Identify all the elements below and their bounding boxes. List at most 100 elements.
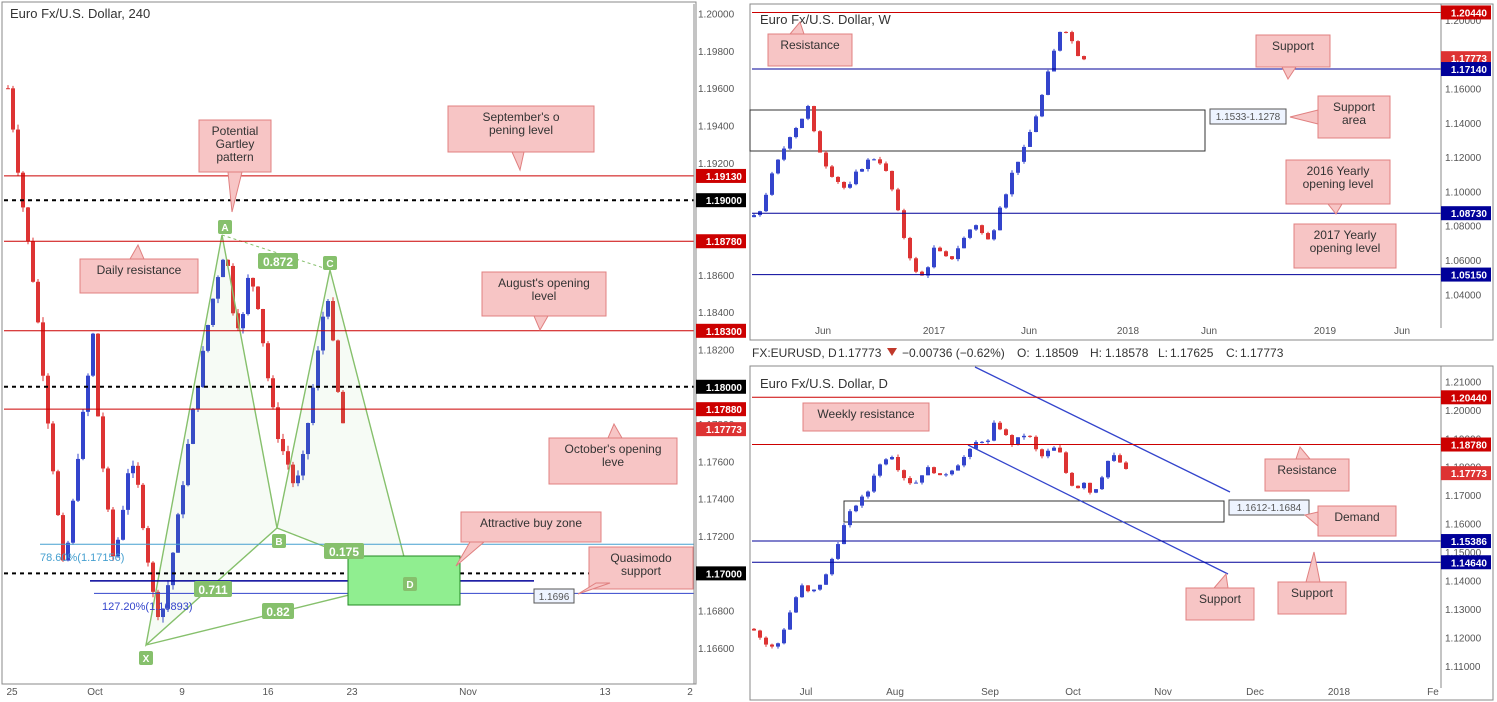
callout-buy-pointer <box>455 541 486 567</box>
panel-daily-levels <box>752 396 1441 563</box>
candle-body <box>830 166 834 177</box>
candle-body <box>1076 41 1080 57</box>
harmonic-ratio-bg <box>324 543 364 559</box>
panel-daily-candles <box>752 420 1128 649</box>
candle-body <box>1082 482 1086 489</box>
candle-body <box>812 106 816 132</box>
callout-sept-open-bubble <box>447 105 595 153</box>
candle-body <box>211 298 215 325</box>
candle-body <box>998 207 1002 231</box>
callout-w-2016-pointer <box>1326 203 1343 215</box>
candle-body <box>256 286 260 310</box>
x-tick-label: 13 <box>599 687 611 698</box>
candle-body <box>1034 116 1038 133</box>
y-tick-label: 1.18600 <box>698 271 735 282</box>
candle-body <box>986 440 990 442</box>
callout-w-area: Support area <box>1333 100 1376 127</box>
candle-body <box>86 375 90 412</box>
y-tick-label: 1.04000 <box>1445 290 1482 301</box>
candle-body <box>836 544 840 559</box>
candle-body <box>806 585 810 592</box>
candle-body <box>830 558 834 575</box>
candle-body <box>800 118 804 128</box>
x-tick-label: Jun <box>1394 326 1410 337</box>
candle-body <box>896 457 900 471</box>
callout-d-resistance-bubble <box>1264 458 1350 492</box>
candle-body <box>890 170 894 190</box>
ohlc-l: 1.17625 <box>1170 346 1214 360</box>
callout-w-resistance-bubble <box>767 33 853 67</box>
candle-body <box>752 215 756 218</box>
candle-body <box>938 247 942 252</box>
candle-body <box>286 451 290 465</box>
panel-4h: Euro Fx/U.S. Dollar, 240 1.20000 1.19800 1… <box>1 1 746 698</box>
ohlc-l-label: L: <box>1158 346 1168 360</box>
price-label-1878: 1.18780 <box>706 237 743 248</box>
candle-body <box>1028 435 1032 437</box>
candle-body <box>336 340 340 392</box>
candle-body <box>56 471 60 516</box>
candle-body <box>902 470 906 479</box>
x-tick-label: 2018 <box>1328 687 1351 698</box>
candle-body <box>151 562 155 592</box>
candle-body <box>266 343 270 379</box>
candle-body <box>1118 455 1122 463</box>
candle-body <box>271 378 275 408</box>
price-label-1913-bg <box>696 168 746 183</box>
y-tick-label: 1.10000 <box>1445 187 1482 198</box>
panel-daily-title: Euro Fx/U.S. Dollar, D <box>760 376 888 391</box>
y-tick-label: 1.19400 <box>698 122 735 133</box>
callout-gartley-pointer <box>227 171 243 213</box>
harmonic-point-bg <box>272 534 286 548</box>
w-price-label-1714-bg <box>1441 62 1491 77</box>
d-price-label-last: 1.17773 <box>1451 469 1488 480</box>
candle-body <box>800 585 804 598</box>
candle-body <box>908 478 912 484</box>
candle-body <box>878 159 882 164</box>
w-price-label-2044: 1.20440 <box>1451 8 1488 19</box>
candle-body <box>974 225 978 230</box>
harmonic-ratio-2: 0.711 <box>198 583 228 597</box>
candle-body <box>992 230 996 240</box>
candle-body <box>914 482 918 484</box>
w-price-label-0515: 1.05150 <box>1451 271 1488 282</box>
candle-body <box>980 225 984 234</box>
panel-weekly: Euro Fx/U.S. Dollar, W 1.200001.180001.1… <box>749 3 1494 341</box>
callout-d-demand-pointer <box>1303 511 1319 528</box>
candle-body <box>121 509 125 540</box>
candle-body <box>1064 452 1068 473</box>
y-tick-label: 1.17600 <box>698 457 735 468</box>
y-tick-label: 1.21000 <box>1445 377 1482 388</box>
candle-body <box>1046 450 1050 457</box>
x-tick-label: Jun <box>1201 326 1217 337</box>
y-tick-label: 1.12000 <box>1445 153 1482 164</box>
panel-daily: Euro Fx/U.S. Dollar, D 1.21000 1.20000 1.1… <box>749 365 1494 701</box>
callout-d-support2-pointer <box>1305 551 1321 583</box>
d-price-label-2044-bg <box>1441 390 1491 405</box>
candle-body <box>1082 56 1086 60</box>
candle-body <box>11 88 15 130</box>
y-tick-label: 1.08000 <box>1445 222 1482 233</box>
y-tick-label: 1.19800 <box>698 47 735 58</box>
candle-body <box>141 484 145 529</box>
y-tick-label: 1.14000 <box>1445 119 1482 130</box>
price-label-1900-bg <box>696 193 746 208</box>
y-tick-label: 1.20000 <box>1445 16 1482 27</box>
callout-w-area-pointer <box>1289 109 1319 125</box>
candle-body <box>908 237 912 259</box>
panel-4h-title: Euro Fx/U.S. Dollar, 240 <box>10 6 150 21</box>
x-tick-label: Dec <box>1246 687 1264 698</box>
ohlc-strip: FX:EURUSD, D 1.17773 −0.00736 (−0.62%) O… <box>752 346 1284 360</box>
candle-body <box>156 591 160 618</box>
harmonic-point-0: X <box>143 654 150 665</box>
callout-w-2017: 2017 Yearly opening level <box>1310 228 1381 255</box>
candle-body <box>956 465 960 471</box>
fib-786-label: 78.60%(1.17156) <box>40 552 124 564</box>
candle-body <box>181 485 185 515</box>
candle-body <box>998 422 1002 430</box>
candle-body <box>1016 161 1020 173</box>
callout-d-support-2: Support <box>1291 586 1334 600</box>
callout-gartley: Potential Gartley pattern <box>212 124 259 164</box>
callout-gartley-bubble <box>198 119 272 173</box>
